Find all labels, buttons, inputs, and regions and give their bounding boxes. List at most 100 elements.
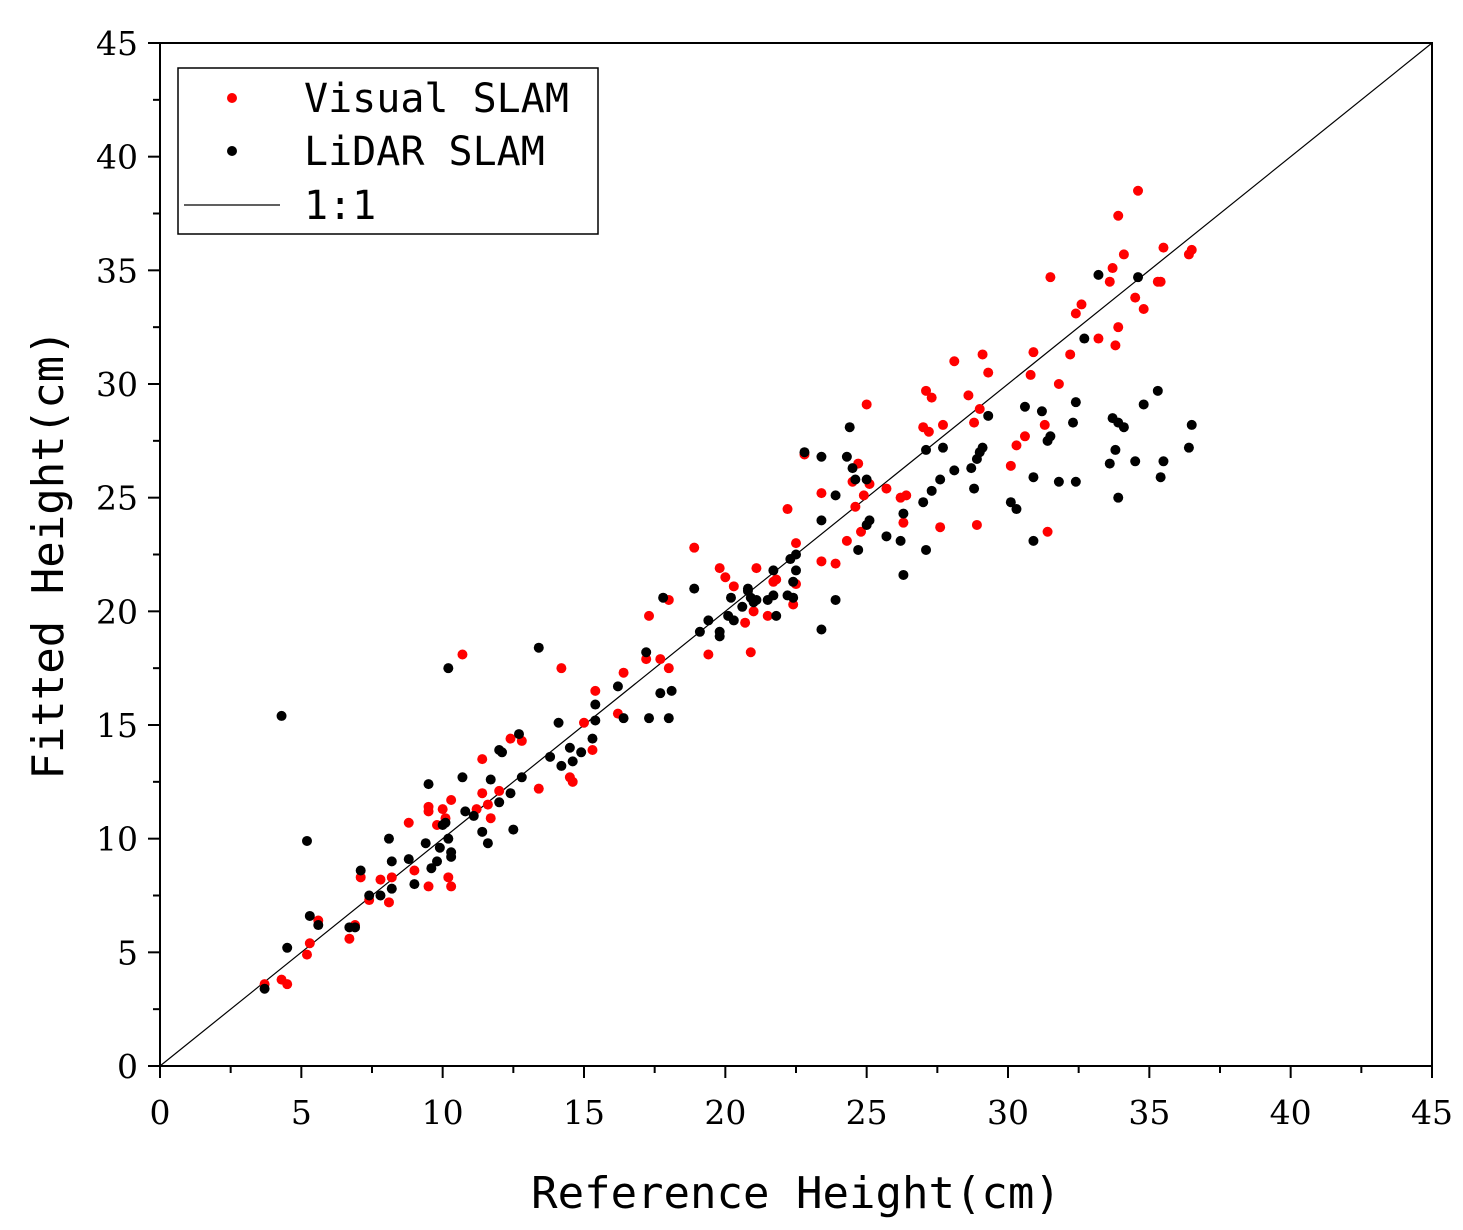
visual-slam-point — [590, 685, 601, 696]
lidar-slam-point — [508, 824, 519, 835]
lidar-slam-point — [612, 681, 623, 692]
lidar-slam-point — [276, 710, 287, 721]
x-tick-label: 45 — [1411, 1093, 1453, 1132]
lidar-slam-point — [694, 626, 705, 637]
lidar-slam-point — [556, 760, 567, 771]
lidar-slam-point — [895, 535, 906, 546]
lidar-slam-point — [714, 631, 725, 642]
lidar-slam-point — [1028, 472, 1039, 483]
visual-slam-point — [644, 610, 655, 621]
visual-slam-point — [861, 399, 872, 410]
y-tick-label: 5 — [117, 933, 138, 972]
visual-slam-point — [1070, 308, 1081, 319]
lidar-slam-point — [440, 817, 451, 828]
lidar-slam-point — [468, 810, 479, 821]
legend-label-lidar-slam: LiDAR SLAM — [304, 129, 545, 175]
lidar-slam-point — [1093, 269, 1104, 280]
lidar-slam-point — [553, 717, 564, 728]
lidar-slam-point — [788, 576, 799, 587]
lidar-slam-point — [350, 922, 361, 933]
visual-slam-point — [403, 817, 414, 828]
y-tick-label: 45 — [96, 24, 138, 63]
visual-slam-point — [457, 649, 468, 660]
lidar-slam-point — [725, 592, 736, 603]
lidar-slam-point — [505, 788, 516, 799]
lidar-slam-point — [355, 865, 366, 876]
lidar-slam-point — [850, 474, 861, 485]
visual-slam-point — [745, 647, 756, 658]
lidar-slam-point — [403, 854, 414, 865]
lidar-slam-point — [386, 883, 397, 894]
lidar-slam-point — [983, 410, 994, 421]
lidar-slam-point — [516, 772, 527, 783]
visual-slam-point — [409, 865, 420, 876]
visual-slam-point — [1155, 276, 1166, 287]
visual-slam-point — [386, 872, 397, 883]
lidar-slam-point — [513, 729, 524, 740]
lidar-slam-point — [1045, 431, 1056, 442]
lidar-slam-point — [1079, 333, 1090, 344]
visual-slam-point — [494, 785, 505, 796]
x-tick-label: 0 — [150, 1093, 171, 1132]
lidar-slam-point — [655, 688, 666, 699]
lidar-slam-point — [921, 544, 932, 555]
lidar-slam-point — [816, 624, 827, 635]
lidar-slam-point — [564, 742, 575, 753]
legend: Visual SLAM LiDAR SLAM 1:1 — [177, 67, 599, 235]
lidar-slam-point — [1011, 504, 1022, 515]
lidar-slam-point — [977, 442, 988, 453]
visual-slam-point — [740, 617, 751, 628]
lidar-slam-point — [644, 713, 655, 724]
points-layer — [259, 185, 1197, 994]
lidar-slam-point — [383, 833, 394, 844]
visual-slam-point — [969, 417, 980, 428]
lidar-slam-point — [847, 463, 858, 474]
visual-slam-point — [963, 390, 974, 401]
lidar-slam-point — [477, 826, 488, 837]
visual-slam-point — [771, 574, 782, 585]
visual-slam-point — [567, 776, 578, 787]
visual-slam-point — [1065, 349, 1076, 360]
lidar-slam-point — [1028, 535, 1039, 546]
plot-frame — [159, 42, 1433, 1067]
lidar-slam-point — [426, 863, 437, 874]
visual-slam-point — [974, 404, 985, 415]
visual-slam-point — [1113, 322, 1124, 333]
visual-slam-point — [423, 801, 434, 812]
visual-slam-point — [937, 419, 948, 430]
x-tick-label: 5 — [291, 1093, 312, 1132]
lidar-slam-point — [768, 590, 779, 601]
x-axis-title: Reference Height(cm) — [531, 1168, 1061, 1219]
visual-slam-point — [485, 813, 496, 824]
lidar-slam-point — [771, 610, 782, 621]
x-tick-label: 20 — [704, 1093, 746, 1132]
lidar-slam-point — [1036, 406, 1047, 417]
visual-slam-point — [587, 745, 598, 756]
visual-slam-point — [477, 754, 488, 765]
y-tick-label: 25 — [96, 479, 138, 518]
visual-slam-point — [505, 733, 516, 744]
lidar-slam-point — [1068, 417, 1079, 428]
lidar-slam-point — [816, 515, 827, 526]
y-tick-label: 15 — [96, 706, 138, 745]
visual-slam-point — [901, 490, 912, 501]
lidar-slam-point — [898, 508, 909, 519]
x-tick-label: 40 — [1270, 1093, 1312, 1132]
lidar-slam-point — [864, 515, 875, 526]
visual-slam-point — [728, 581, 739, 592]
lidar-slam-point — [545, 751, 556, 762]
visual-slam-point — [556, 663, 567, 674]
visual-slam-point — [1019, 431, 1030, 442]
lidar-slam-point — [590, 699, 601, 710]
lidar-slam-point — [576, 747, 587, 758]
x-tick-label: 10 — [422, 1093, 464, 1132]
lidar-slam-point — [386, 856, 397, 867]
lidar-slam-point — [482, 838, 493, 849]
visual-slam-point — [1104, 276, 1115, 287]
lidar-slam-point — [816, 451, 827, 462]
lidar-slam-point — [791, 565, 801, 576]
lidar-slam-point — [1005, 497, 1016, 508]
x-tick-label: 25 — [846, 1093, 888, 1132]
visual-slam-point — [720, 572, 731, 583]
visual-slam-point — [579, 717, 589, 728]
